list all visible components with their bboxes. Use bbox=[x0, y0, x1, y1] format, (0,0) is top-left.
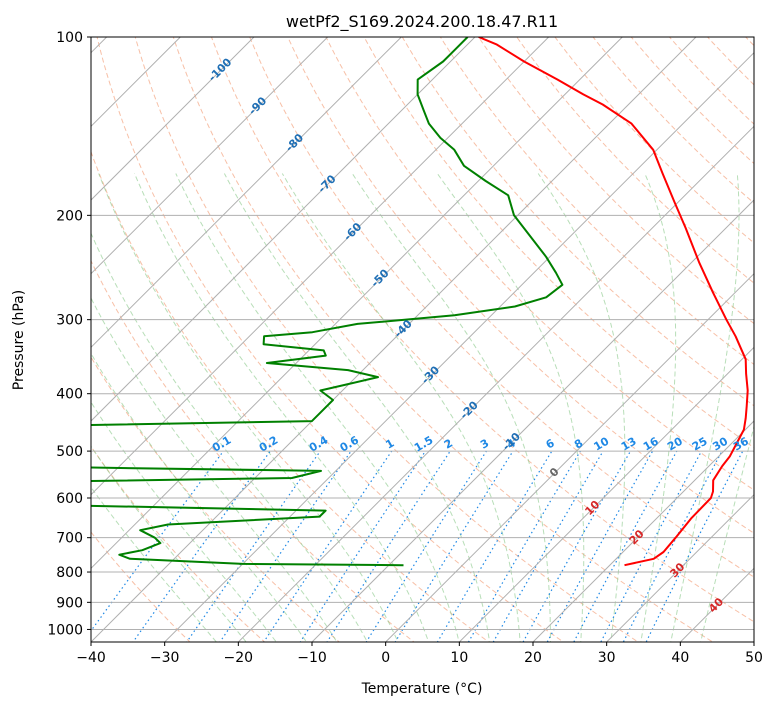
mixing-ratio-line bbox=[365, 450, 487, 642]
y-tick-label: 700 bbox=[56, 531, 83, 547]
mixing-ratio-line bbox=[394, 450, 514, 642]
dry-adiabat bbox=[91, 150, 490, 642]
moist-adiabat bbox=[281, 173, 521, 642]
mixing-ratio-line bbox=[132, 450, 271, 642]
mixing-ratio-line bbox=[522, 450, 632, 642]
x-tick-label: 40 bbox=[671, 650, 689, 666]
x-tick-label: 20 bbox=[524, 650, 542, 666]
dry-adiabat bbox=[478, 37, 754, 325]
dry-adiabat bbox=[287, 37, 754, 534]
mixing-ratio-lines bbox=[91, 450, 744, 642]
dry-adiabat bbox=[668, 37, 754, 125]
mixing-ratio-line bbox=[263, 450, 393, 642]
moist-adiabat bbox=[91, 445, 247, 642]
y-tick-label: 300 bbox=[56, 313, 83, 329]
x-tick-label: −10 bbox=[297, 650, 327, 666]
mixing-ratio-line bbox=[467, 450, 581, 642]
mixing-ratio-line bbox=[436, 450, 553, 642]
dry-adiabat bbox=[249, 37, 754, 578]
x-tick-label: 30 bbox=[598, 650, 616, 666]
dewpoint-profile bbox=[91, 37, 564, 567]
isotherm bbox=[91, 37, 550, 496]
y-tick-label: 200 bbox=[56, 208, 83, 224]
isotherms bbox=[91, 37, 754, 642]
moist-adiabat bbox=[91, 297, 338, 642]
y-tick-label: 500 bbox=[56, 444, 83, 460]
moist-adiabats bbox=[91, 173, 754, 642]
x-tick-label: −30 bbox=[150, 650, 180, 666]
dry-adiabat bbox=[363, 37, 754, 449]
dry-adiabat bbox=[401, 37, 754, 407]
dry-adiabat bbox=[210, 37, 754, 623]
isotherm bbox=[458, 346, 754, 642]
x-axis: −40 −30 −20 −10 0 10 20 30 40 50 bbox=[76, 642, 763, 666]
x-tick-label: −20 bbox=[224, 650, 254, 666]
isotherm bbox=[91, 37, 697, 642]
mixing-ratio-line bbox=[645, 450, 744, 642]
isotherm bbox=[385, 272, 754, 642]
isotherm bbox=[91, 37, 623, 570]
x-tick-label: 50 bbox=[745, 650, 763, 666]
moist-adiabat bbox=[640, 173, 677, 642]
x-axis-title: Temperature (°C) bbox=[361, 681, 483, 697]
moist-adiabat bbox=[133, 173, 430, 642]
moist-adiabat bbox=[91, 352, 308, 642]
y-tick-label: 800 bbox=[56, 565, 83, 581]
x-tick-label: 10 bbox=[450, 650, 468, 666]
x-tick-label: 0 bbox=[381, 650, 390, 666]
mixing-ratio-line bbox=[622, 450, 723, 642]
y-tick-label: 600 bbox=[56, 491, 83, 507]
isotherm bbox=[91, 37, 476, 422]
moist-adiabat bbox=[700, 424, 754, 642]
dry-adiabat bbox=[172, 37, 714, 642]
moist-adiabat bbox=[223, 173, 491, 642]
dry-adiabat bbox=[592, 37, 754, 204]
moist-adiabat bbox=[670, 173, 740, 642]
y-axis: 100 200 300 400 500 600 700 800 900 1000 bbox=[47, 30, 91, 638]
chart-title: wetPf2_S169.2024.200.18.47.R11 bbox=[286, 12, 558, 32]
dry-adiabat bbox=[91, 259, 415, 642]
isotherm bbox=[91, 37, 329, 275]
dry-adiabat bbox=[91, 445, 266, 642]
moist-adiabat bbox=[537, 173, 626, 642]
temperature-profile bbox=[478, 37, 749, 567]
moist-adiabat bbox=[91, 232, 368, 642]
y-axis-title: Pressure (hPa) bbox=[11, 290, 27, 390]
mixing-ratio-line bbox=[492, 450, 604, 642]
y-tick-label: 400 bbox=[56, 387, 83, 403]
isotherm bbox=[237, 125, 754, 642]
y-tick-label: 900 bbox=[56, 595, 83, 611]
pressure-gridlines bbox=[91, 37, 754, 630]
moist-adiabat bbox=[98, 173, 399, 642]
isotherm bbox=[164, 51, 754, 642]
mixing-ratio-line bbox=[186, 450, 321, 642]
isotherm bbox=[311, 199, 754, 642]
mixing-ratio-line bbox=[219, 450, 352, 642]
isotherm bbox=[91, 37, 255, 201]
profile-series bbox=[91, 37, 749, 567]
dry-adiabat bbox=[91, 531, 191, 642]
isotherm bbox=[606, 493, 754, 642]
isotherm bbox=[532, 420, 754, 642]
moist-adiabat bbox=[175, 173, 460, 642]
x-tick-label: −40 bbox=[76, 650, 106, 666]
y-tick-label: 100 bbox=[56, 30, 83, 46]
mixing-ratio-line bbox=[91, 450, 224, 632]
dry-adiabats bbox=[91, 37, 754, 642]
isotherm bbox=[91, 37, 402, 349]
y-tick-label: 1000 bbox=[47, 622, 83, 638]
moist-adiabat bbox=[351, 173, 551, 642]
dry-adiabat bbox=[96, 37, 565, 642]
plot-frame bbox=[90, 36, 755, 643]
